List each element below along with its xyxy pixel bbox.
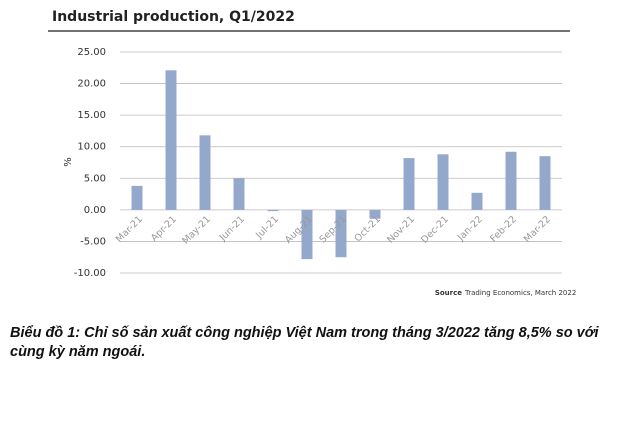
- y-axis-label: %: [63, 157, 74, 167]
- x-tick-label: Jan-22: [455, 214, 485, 244]
- chart: Industrial production, Q1/2022 % Source …: [48, 9, 576, 297]
- x-tick-label: Mar-21: [114, 214, 145, 245]
- bar: [403, 158, 415, 210]
- bar: [131, 185, 143, 210]
- bar: [301, 209, 313, 260]
- bar: [165, 70, 177, 210]
- x-tick-label: Mar-22: [522, 214, 553, 245]
- x-tick-label: Nov-21: [385, 214, 417, 246]
- source-label: Source: [435, 289, 462, 297]
- y-tick-label: 20.00: [77, 79, 106, 90]
- bar: [199, 135, 211, 210]
- x-tick-label: Dec-21: [419, 214, 451, 246]
- chart-title: Industrial production, Q1/2022: [52, 9, 295, 25]
- x-tick-label: Jul-21: [253, 214, 281, 242]
- bar: [539, 156, 551, 210]
- y-tick-label: 25.00: [77, 47, 106, 58]
- y-tick-label: 15.00: [77, 110, 106, 121]
- y-tick-label: -5.00: [80, 236, 106, 247]
- y-tick-label: 10.00: [77, 142, 106, 153]
- bar: [335, 209, 347, 258]
- y-tick-label: 5.00: [84, 173, 106, 184]
- x-tick-label: Feb-22: [488, 214, 519, 245]
- x-tick-label: Oct-21: [353, 214, 383, 244]
- bar: [505, 151, 517, 210]
- bar: [233, 178, 245, 210]
- x-tick-label: Apr-21: [149, 214, 179, 244]
- bar: [437, 154, 449, 210]
- x-tick-label: Jun-21: [217, 214, 247, 244]
- bar: [369, 209, 381, 219]
- caption: Biểu đồ 1: Chỉ số sản xuất công nghiệp V…: [10, 325, 599, 360]
- bar: [267, 209, 279, 212]
- y-tick-label: -10.00: [74, 268, 106, 279]
- y-tick-label: 0.00: [84, 205, 106, 216]
- source-text: Trading Economics, March 2022: [464, 289, 576, 297]
- bar: [471, 192, 483, 210]
